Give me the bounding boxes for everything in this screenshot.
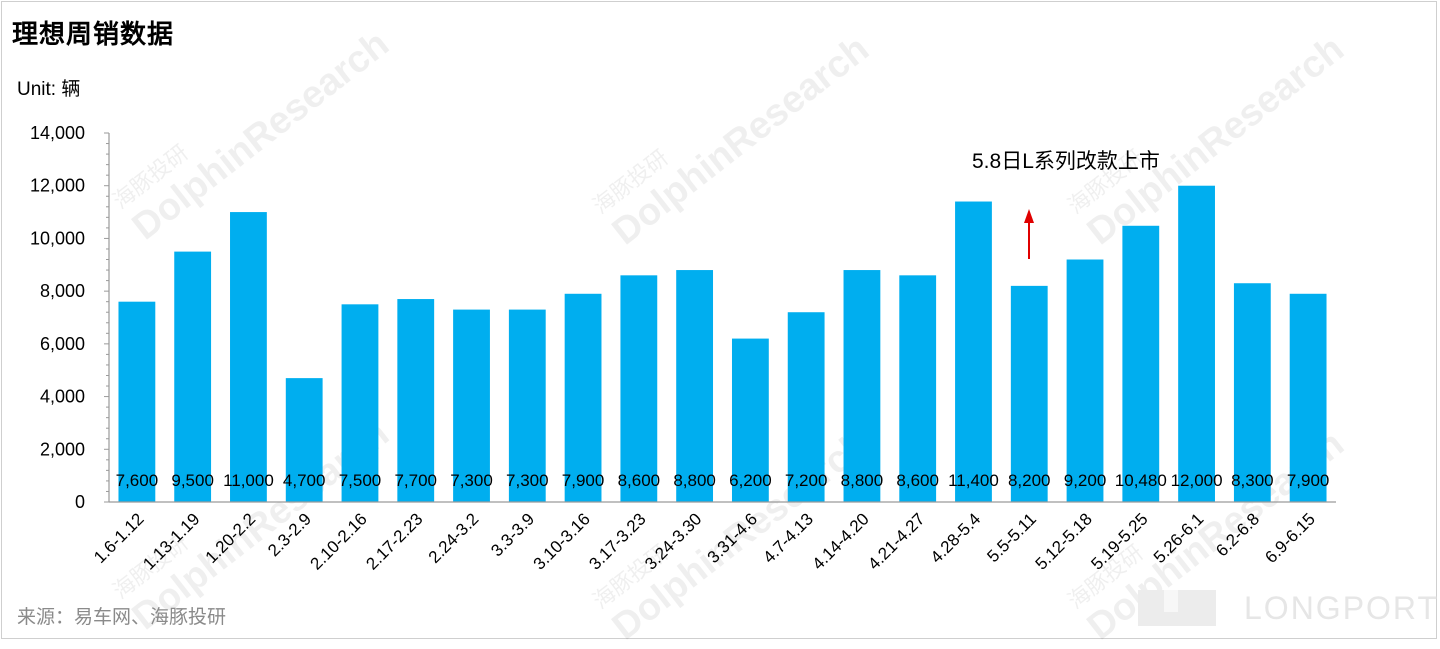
bar [341,304,379,502]
y-tick-label: 8,000 [40,281,85,301]
x-tick-label: 4.7-4.13 [759,509,817,567]
y-tick-label: 14,000 [30,123,85,143]
x-tick-label: 4.21-4.27 [864,509,928,573]
x-tick-label: 3.31-4.6 [704,509,762,567]
bar-value-label: 8,800 [841,471,884,490]
x-tick-label: 1.20-2.2 [202,509,260,567]
x-tick-label: 3.3-3.9 [487,509,538,560]
x-tick-label: 4.14-4.20 [809,509,873,573]
arrow-head-icon [1024,209,1034,223]
bar-value-label: 8,200 [1008,471,1051,490]
bar-value-label: 7,200 [785,471,828,490]
x-tick-label: 3.17-3.23 [585,509,649,573]
bar [787,312,825,502]
bar [174,251,212,502]
bar-series: 7,600 9,500 11,000 4,700 7,500 7,700 7,300 7,30… [116,185,1330,503]
x-tick-label: 5.26-6.1 [1150,509,1208,567]
x-tick-label: 1.13-1.19 [139,509,203,573]
bar [230,212,267,503]
x-tick-label: 2.10-2.16 [307,509,371,573]
x-tick-label: 5.12-5.18 [1032,509,1096,573]
x-tick-label: 6.9-6.15 [1261,509,1319,567]
bar [1066,259,1104,502]
bar-value-label: 8,300 [1231,471,1274,490]
bar-value-label: 7,500 [339,471,382,490]
y-tick-label: 10,000 [30,228,85,248]
bar-value-label: 6,200 [729,471,772,490]
bar [453,309,490,502]
x-tick-label: 2.3-2.9 [264,509,315,560]
bar-value-label: 10,480 [1115,471,1167,490]
bar-value-label: 11,400 [948,471,999,490]
bar-value-label: 7,900 [562,471,605,490]
y-axis: 0 2,000 4,000 6,000 8,000 10,000 12,000 14,000 [30,123,110,512]
x-tick-label: 3.24-3.30 [641,509,705,573]
longport-logo-mark-icon [1138,590,1216,626]
y-tick-label: 12,000 [30,176,85,196]
x-tick-label: 6.2-6.8 [1212,509,1263,560]
bar [564,293,602,502]
bar [1122,225,1160,502]
bar-value-label: 12,000 [1171,471,1223,490]
bar-value-label: 8,600 [618,471,661,490]
unit-label: Unit: 辆 [17,79,81,100]
bar [397,299,435,502]
bar-value-label: 7,900 [1287,471,1330,490]
bar [1289,293,1327,502]
bar [1233,283,1271,502]
y-tick-label: 6,000 [40,334,85,354]
bar [118,301,156,502]
bar-value-label: 4,700 [283,471,326,490]
bar [843,270,881,502]
x-tick-label: 2.24-3.2 [425,509,483,567]
chart-title: 理想周销数据 [12,19,175,49]
x-tick-label: 5.5-5.11 [983,509,1040,566]
annotation-arrow [1024,209,1034,259]
bar-value-label: 8,600 [896,471,939,490]
x-tick-label: 3.10-3.16 [530,509,594,573]
bar [508,309,546,502]
bar-value-label: 9,200 [1064,471,1107,490]
bar [899,275,937,502]
bar-value-label: 7,300 [506,471,549,490]
x-tick-label: 4.28-5.4 [927,509,985,567]
y-tick-label: 0 [75,492,85,512]
y-tick-label: 4,000 [40,387,85,407]
bar [1178,185,1215,502]
x-axis: 1.6-1.121.13-1.191.20-2.2 2.3-2.92.10-2.1… [90,501,1336,574]
bar-value-label: 7,300 [450,471,493,490]
bar [285,378,323,502]
bar-value-label: 8,800 [673,471,716,490]
y-tick-label: 2,000 [40,439,85,459]
x-tick-label: 1.6-1.12 [90,509,148,567]
bar [676,270,714,502]
bar [1010,285,1048,502]
bar [731,338,769,502]
longport-logo-text: LONGPORT [1244,590,1439,626]
bar-value-label: 7,700 [394,471,437,490]
longport-logo: LONGPORT [1138,586,1437,630]
bar [955,201,992,502]
x-tick-label: 2.17-2.23 [362,509,426,573]
source-note: 来源：易车网、海豚投研 [17,607,227,628]
annotation-text: 5.8日L系列改款上市 [972,150,1160,173]
bar-value-label: 9,500 [171,471,214,490]
bar [620,275,658,502]
bar-value-label: 7,600 [116,471,159,490]
x-tick-label: 5.19-5.25 [1087,509,1151,573]
bar-value-label: 11,000 [223,471,274,490]
